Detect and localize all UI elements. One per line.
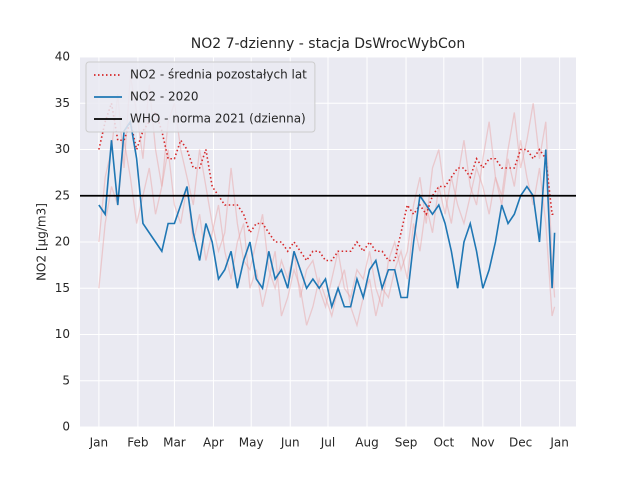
x-tick-label: Jan bbox=[89, 436, 109, 450]
x-tick-label: Nov bbox=[471, 436, 494, 450]
y-tick-label: 25 bbox=[55, 188, 70, 202]
x-tick-label: Dec bbox=[509, 436, 532, 450]
legend-label: NO2 - średnia pozostałych lat bbox=[130, 68, 307, 82]
legend-label: NO2 - 2020 bbox=[130, 90, 199, 104]
x-tick-label: Apr bbox=[203, 436, 224, 450]
x-tick-label: Feb bbox=[127, 436, 148, 450]
chart-title: NO2 7-dzienny - stacja DsWrocWybCon bbox=[191, 36, 466, 52]
legend: NO2 - średnia pozostałych lat NO2 - 2020 W… bbox=[85, 61, 316, 133]
legend-label: WHO - norma 2021 (dzienna) bbox=[130, 112, 306, 126]
x-tick-label: May bbox=[239, 436, 264, 450]
legend-box bbox=[85, 61, 316, 133]
y-tick-label: 30 bbox=[55, 142, 70, 156]
y-tick-label: 20 bbox=[55, 235, 70, 249]
x-tick-label: Jun bbox=[280, 436, 300, 450]
y-tick-label: 15 bbox=[55, 281, 70, 295]
y-tick-label: 10 bbox=[55, 327, 70, 341]
y-tick-label: 0 bbox=[62, 420, 70, 434]
y-axis-label: NO2 [µg/m3] bbox=[35, 203, 49, 281]
y-tick-label: 40 bbox=[55, 50, 70, 64]
x-tick-label: Sep bbox=[395, 436, 418, 450]
series-line bbox=[98, 119, 556, 310]
y-tick-label: 35 bbox=[55, 96, 70, 110]
x-tick-label: Jan bbox=[549, 436, 569, 450]
y-tick-label: 5 bbox=[62, 373, 70, 387]
x-tick-label: Mar bbox=[163, 436, 186, 450]
x-tick-label: Aug bbox=[355, 436, 378, 450]
background-line bbox=[98, 140, 556, 328]
x-tick-label: Oct bbox=[433, 436, 454, 450]
x-tick-label: Jul bbox=[320, 436, 335, 450]
